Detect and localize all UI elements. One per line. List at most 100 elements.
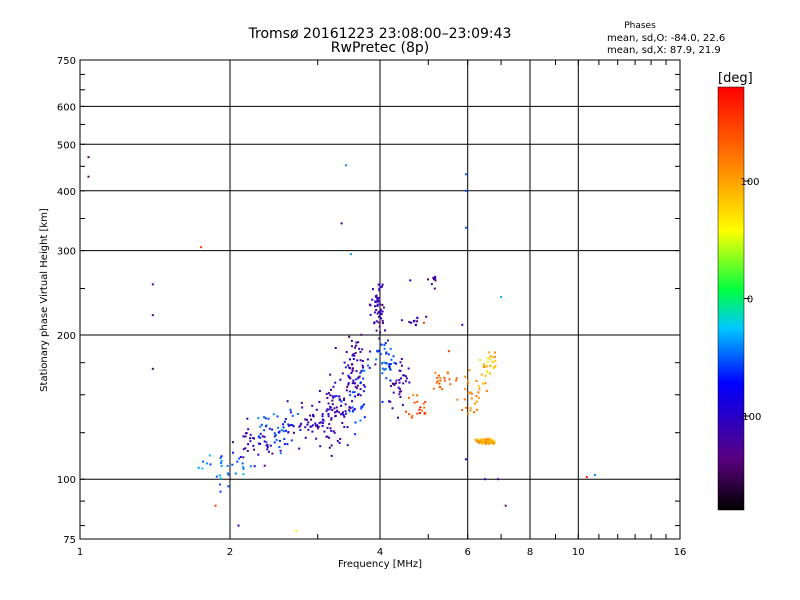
data-point [381,367,384,370]
data-point [283,438,286,440]
data-point [369,350,372,353]
data-point [482,363,485,366]
data-point [242,435,245,438]
data-point [341,372,344,375]
data-point [321,413,324,416]
data-point [398,390,401,393]
x-tick-label: 4 [377,547,383,558]
data-point [427,278,429,281]
data-point [342,414,345,416]
data-point [376,350,379,353]
data-point [227,485,230,488]
data-point [475,400,478,403]
data-point [226,472,229,475]
data-point [327,402,330,405]
data-point [405,410,407,413]
data-point [258,442,260,445]
data-point [383,368,386,371]
data-point [247,428,250,431]
data-point [351,382,354,385]
data-point [491,441,494,444]
data-point [387,339,389,342]
data-point [347,383,350,386]
data-point [328,423,331,426]
data-point [486,371,489,374]
data-point [355,378,358,381]
data-point [268,427,271,430]
data-point [482,366,485,369]
data-point [416,316,419,319]
data-points [87,156,596,532]
data-point [264,417,267,420]
data-point [375,300,378,303]
data-point [348,410,351,413]
data-point [593,474,596,476]
data-point [316,424,319,427]
data-point [401,364,403,367]
data-point [585,476,588,479]
data-point [253,448,256,451]
data-point [356,359,359,362]
x-tick-label: 1 [77,547,83,558]
data-point [392,355,395,358]
phase-stat-x: mean, sd,X: 87.9, 21.9 [607,45,721,56]
data-point [328,408,331,411]
data-point [467,379,470,382]
data-point [316,427,319,430]
data-point [263,416,266,419]
data-point [234,472,237,475]
data-point [378,300,380,303]
data-point [265,424,268,427]
data-point [486,360,489,363]
data-point [449,383,452,386]
data-point [359,419,362,422]
data-point [478,440,481,442]
data-point [339,378,342,381]
data-point [236,460,239,463]
data-point [382,306,385,309]
data-point [363,416,366,419]
data-point [359,394,362,397]
data-point [214,504,217,507]
data-point [362,377,365,380]
data-point [220,462,223,465]
data-point [277,431,280,434]
data-point [492,442,495,445]
data-point [274,434,277,437]
data-point [477,441,480,444]
phase-info-header: Phases [624,21,656,31]
data-point [340,404,342,407]
data-point [376,304,379,307]
data-point [318,421,321,424]
data-point [375,329,378,332]
data-point [350,253,353,256]
data-point [316,425,319,428]
data-point [328,436,331,439]
data-point [249,437,252,440]
data-point [352,379,355,382]
y-tick-label: 600 [57,102,76,113]
y-axis-label: Stationary phase Virtual Height [km] [39,208,50,392]
data-point [391,382,394,385]
data-point [493,439,495,442]
data-point [295,529,298,532]
data-point [384,367,387,370]
data-point [249,440,252,443]
data-point [291,424,294,427]
data-point [286,400,289,403]
data-point [434,371,437,374]
data-point [381,322,384,324]
data-point [242,448,245,451]
data-point [321,415,324,418]
data-point [355,387,358,390]
data-point [467,392,470,395]
data-point [393,383,396,386]
data-point [310,425,313,428]
data-point [312,414,314,417]
data-point [330,388,332,391]
data-point [485,440,488,443]
data-point [486,440,489,442]
data-point [378,337,381,340]
data-point [398,381,401,384]
data-point [357,341,360,344]
